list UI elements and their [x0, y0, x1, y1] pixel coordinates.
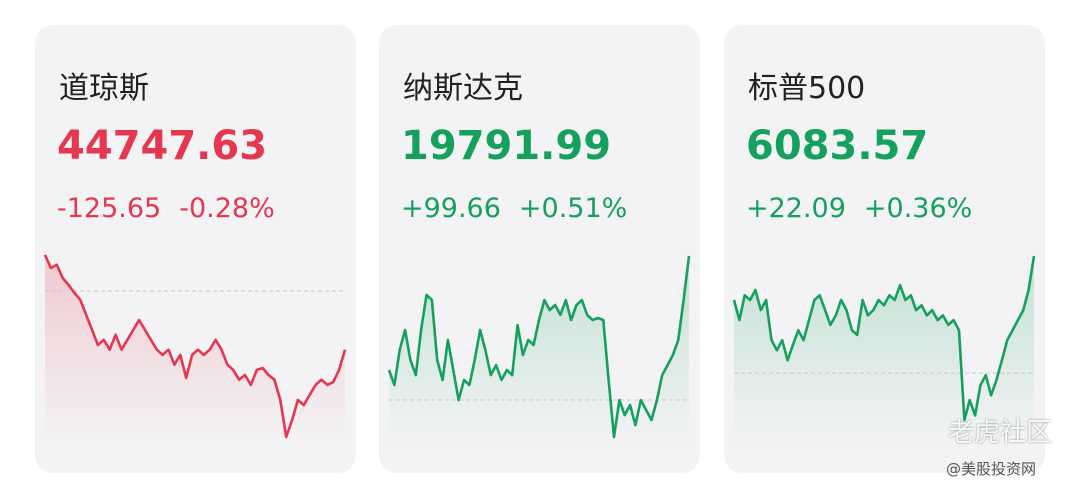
sparkline-area	[45, 254, 345, 445]
index-card: 道琼斯 44747.63 -125.65 -0.28%	[35, 25, 356, 473]
change-value: +22.09	[746, 193, 846, 224]
index-change: -125.65 -0.28%	[57, 193, 275, 224]
watermark-brand: 老虎社区	[948, 418, 1053, 448]
change-percent: -0.28%	[179, 193, 275, 224]
change-value: +99.66	[401, 193, 501, 224]
index-card: 纳斯达克 19791.99 +99.66 +0.51%	[379, 25, 700, 473]
sparkline	[387, 255, 691, 439]
sparkline-area	[389, 256, 689, 445]
change-value: -125.65	[57, 193, 162, 224]
index-price: 19791.99	[401, 123, 612, 169]
index-card: 标普500 6083.57 +22.09 +0.36%	[724, 25, 1045, 473]
index-change: +99.66 +0.51%	[401, 193, 627, 224]
index-price: 44747.63	[57, 123, 268, 169]
change-percent: +0.36%	[863, 193, 973, 224]
index-name: 标普500	[748, 71, 866, 106]
sparkline-chart	[43, 254, 347, 445]
watermark-source: @美股投资网	[946, 460, 1037, 478]
index-name: 纳斯达克	[403, 71, 523, 106]
sparkline-area	[734, 256, 1034, 445]
sparkline-chart	[732, 255, 1036, 445]
sparkline-chart	[387, 255, 691, 445]
sparkline	[732, 255, 1036, 422]
index-name: 道琼斯	[59, 71, 149, 106]
index-change: +22.09 +0.36%	[746, 193, 972, 224]
index-price: 6083.57	[746, 123, 929, 169]
change-percent: +0.51%	[518, 193, 628, 224]
sparkline	[43, 254, 347, 439]
